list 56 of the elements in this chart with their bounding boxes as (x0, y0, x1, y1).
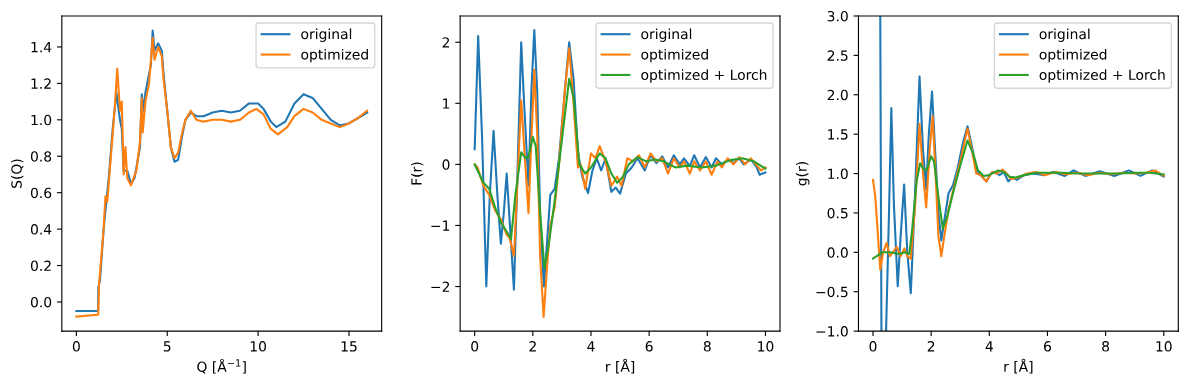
line-series (473, 29, 767, 291)
y-tick-label: 0.6 (30, 187, 52, 199)
legend-label: original (301, 28, 352, 42)
legend-label: optimized + Lorch (641, 69, 767, 83)
y-tick-label: −2 (431, 281, 450, 292)
y-tick-label: 1.2 (31, 78, 51, 89)
y-tick-label: 1.0 (31, 114, 52, 126)
y-tick-label: 1.5 (828, 129, 848, 140)
y-tick-label: 0.4 (30, 224, 52, 235)
x-tick-label: 0 (471, 341, 479, 352)
y-tick-label: 0.5 (827, 207, 848, 219)
y-tick-label: 0.8 (30, 151, 52, 162)
legend-label: optimized + Lorch (1039, 69, 1165, 83)
x-tick-label: 4 (985, 341, 993, 352)
x-axis-title: r [Å] (606, 358, 635, 374)
x-tick-label: 10 (250, 341, 267, 352)
x-tick-label: 0 (72, 341, 80, 352)
x-tick-label: 8 (1102, 341, 1110, 352)
legend-label: optimized (301, 48, 368, 63)
x-tick-label: 10 (1156, 341, 1172, 352)
y-tick-label: 2.0 (827, 89, 848, 101)
y-tick-label: 0.0 (827, 247, 848, 258)
x-tick-label: 8 (703, 341, 711, 352)
y-tick-label: 2 (442, 37, 450, 48)
y-tick-label: 1.0 (828, 168, 848, 180)
legend-label: original (1039, 28, 1090, 42)
x-tick-label: 10 (758, 341, 774, 352)
y-tick-label: −1 (431, 220, 450, 231)
x-tick-label: 15 (341, 341, 357, 352)
y-axis-title: S(Q) (11, 159, 24, 188)
legend-label: optimized (641, 48, 708, 63)
y-tick-label: 0.2 (30, 260, 51, 272)
y-tick-label: 1.4 (31, 42, 52, 53)
y-tick-label: 1 (443, 98, 450, 109)
y-tick-label: 0.0 (30, 296, 52, 308)
x-axis-title: r [Å] (1004, 358, 1033, 374)
legend-label: original (641, 28, 692, 42)
y-tick-label: 2.5 (827, 50, 848, 61)
y-tick-label: −0.5 (816, 286, 848, 298)
x-tick-label: 5 (163, 341, 171, 352)
line-series (871, 115, 1165, 271)
x-tick-label: 0 (869, 341, 877, 352)
y-axis-title: F(r) (410, 162, 424, 185)
legend-label: optimized (1039, 48, 1107, 63)
line-series (871, 139, 1165, 260)
line-series (473, 47, 767, 319)
x-tick-label: 6 (1044, 341, 1051, 352)
y-axis-title: g(r) (796, 162, 810, 186)
x-tick-label: 2 (927, 341, 935, 352)
x-tick-label: 6 (645, 341, 653, 352)
y-tick-label: 3.0 (827, 10, 848, 22)
x-tick-label: 4 (587, 341, 595, 352)
x-tick-label: 2 (529, 341, 536, 352)
y-tick-label: −1.0 (816, 326, 848, 337)
y-tick-label: 0 (442, 159, 450, 170)
x-axis-title: Q [Å$^{−1}$] (197, 358, 246, 374)
